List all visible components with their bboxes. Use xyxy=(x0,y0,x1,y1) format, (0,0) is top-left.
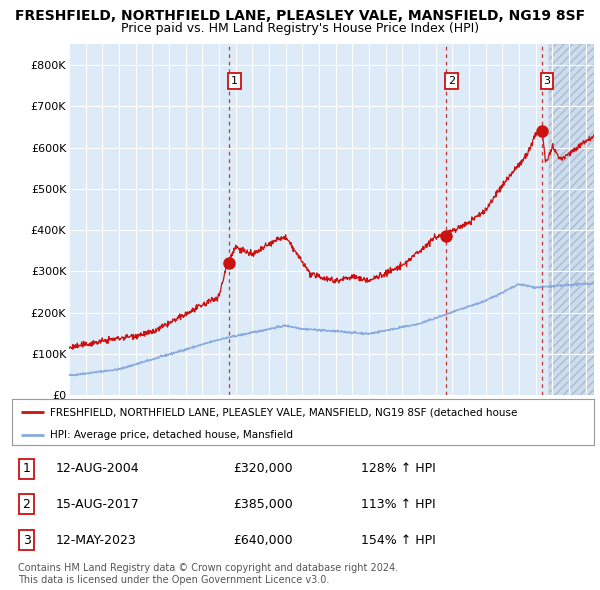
Text: £640,000: £640,000 xyxy=(233,534,293,547)
Text: 3: 3 xyxy=(23,534,31,547)
Text: 128% ↑ HPI: 128% ↑ HPI xyxy=(361,462,436,475)
Text: 2: 2 xyxy=(23,498,31,511)
Text: 3: 3 xyxy=(544,76,550,86)
Text: 1: 1 xyxy=(23,462,31,475)
Text: 113% ↑ HPI: 113% ↑ HPI xyxy=(361,498,436,511)
Text: 12-AUG-2004: 12-AUG-2004 xyxy=(56,462,139,475)
Bar xyxy=(550,44,594,395)
Text: 12-MAY-2023: 12-MAY-2023 xyxy=(56,534,136,547)
Text: FRESHFIELD, NORTHFIELD LANE, PLEASLEY VALE, MANSFIELD, NG19 8SF (detached house: FRESHFIELD, NORTHFIELD LANE, PLEASLEY VA… xyxy=(50,407,517,417)
Text: 154% ↑ HPI: 154% ↑ HPI xyxy=(361,534,436,547)
Bar xyxy=(550,44,594,395)
Text: £385,000: £385,000 xyxy=(233,498,293,511)
Text: Contains HM Land Registry data © Crown copyright and database right 2024.
This d: Contains HM Land Registry data © Crown c… xyxy=(18,563,398,585)
Text: 1: 1 xyxy=(231,76,238,86)
Text: HPI: Average price, detached house, Mansfield: HPI: Average price, detached house, Mans… xyxy=(50,430,293,440)
Text: 15-AUG-2017: 15-AUG-2017 xyxy=(56,498,139,511)
Text: Price paid vs. HM Land Registry's House Price Index (HPI): Price paid vs. HM Land Registry's House … xyxy=(121,22,479,35)
Text: 2: 2 xyxy=(448,76,455,86)
Text: FRESHFIELD, NORTHFIELD LANE, PLEASLEY VALE, MANSFIELD, NG19 8SF: FRESHFIELD, NORTHFIELD LANE, PLEASLEY VA… xyxy=(15,9,585,23)
Text: £320,000: £320,000 xyxy=(233,462,293,475)
